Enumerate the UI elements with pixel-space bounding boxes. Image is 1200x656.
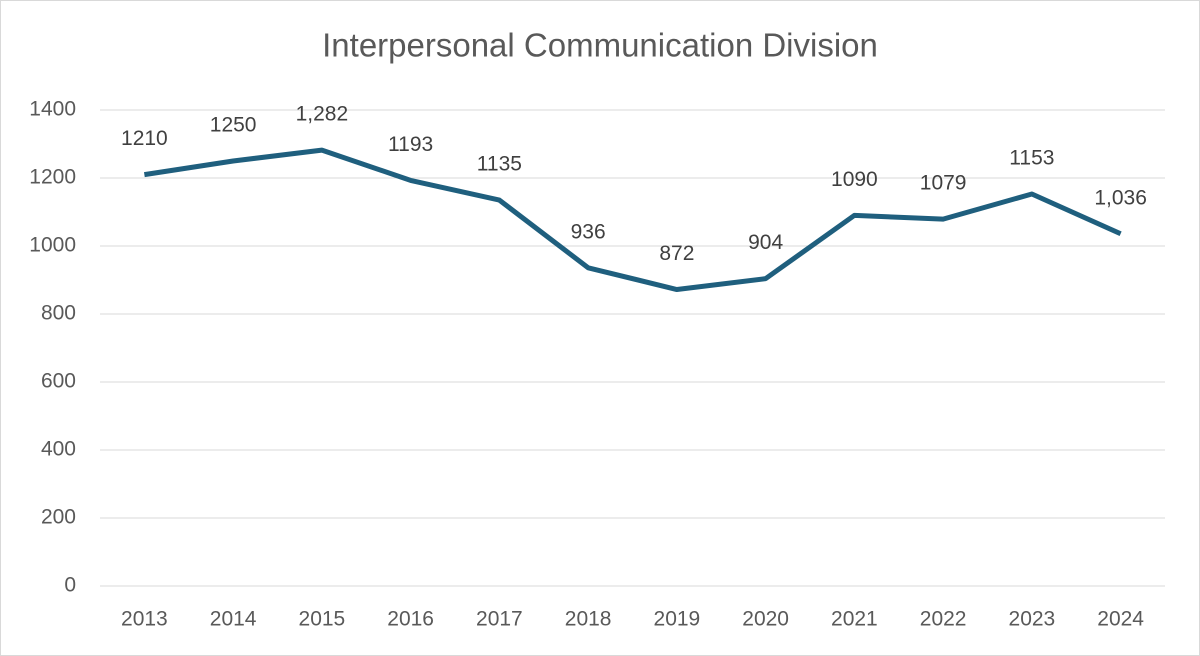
data-label: 1250 <box>210 114 257 137</box>
data-label: 1079 <box>920 172 967 195</box>
data-label: 1135 <box>477 153 522 176</box>
data-label: 1153 <box>1009 147 1054 170</box>
x-tick-label: 2016 <box>387 608 434 631</box>
data-label: 1193 <box>388 133 433 156</box>
data-label: 904 <box>748 231 783 254</box>
x-tick-label: 2013 <box>121 608 168 631</box>
x-tick-label: 2021 <box>831 608 878 631</box>
x-tick-label: 2014 <box>210 608 257 631</box>
y-tick-label: 1400 <box>29 98 76 121</box>
x-tick-label: 2018 <box>565 608 612 631</box>
data-label: 872 <box>659 242 694 265</box>
data-label: 1210 <box>121 127 168 150</box>
data-label: 1090 <box>831 168 878 191</box>
y-tick-label: 0 <box>64 574 76 597</box>
data-label: 1,282 <box>296 103 349 126</box>
x-tick-label: 2015 <box>299 608 346 631</box>
y-tick-label: 200 <box>41 506 76 529</box>
data-line <box>143 147 1122 293</box>
x-tick-label: 2019 <box>654 608 701 631</box>
data-label: 1,036 <box>1094 186 1147 209</box>
x-tick-label: 2022 <box>920 608 967 631</box>
x-tick-label: 2020 <box>742 608 789 631</box>
x-tick-label: 2023 <box>1009 608 1056 631</box>
data-label: 936 <box>571 220 606 243</box>
chart-title: Interpersonal Communication Division <box>322 27 878 64</box>
y-tick-label: 1000 <box>29 234 76 257</box>
y-tick-label: 1200 <box>29 166 76 189</box>
y-tick-label: 600 <box>41 370 76 393</box>
y-tick-label: 400 <box>41 438 76 461</box>
y-tick-label: 800 <box>41 302 76 325</box>
x-tick-label: 2017 <box>476 608 523 631</box>
x-tick-label: 2024 <box>1097 608 1144 631</box>
